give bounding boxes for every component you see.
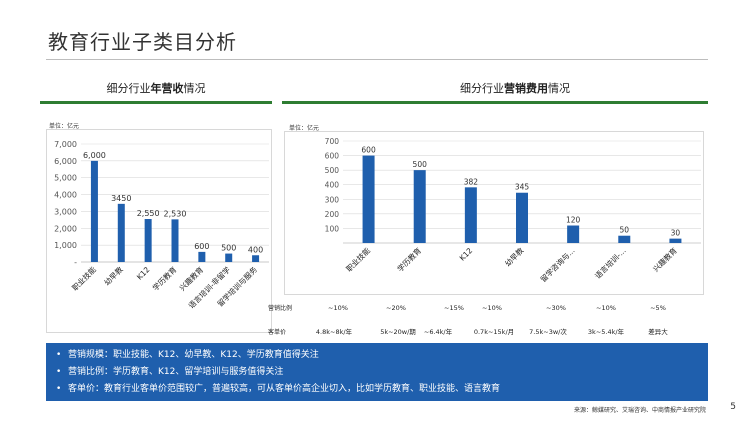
ratio-value: ~5%	[650, 304, 666, 312]
price-value: 4.8k~8k/年	[316, 327, 353, 336]
ratio-value: ~30%	[546, 304, 566, 312]
right-unit-label: 单位：亿元	[289, 125, 320, 132]
left-chart-title: 细分行业年营收情况	[46, 80, 266, 96]
y-tick-label: 300	[325, 195, 340, 204]
y-tick-label: 700	[325, 137, 340, 146]
data-label: 600	[194, 242, 209, 251]
data-label: 2,530	[164, 209, 187, 218]
bar	[516, 192, 528, 243]
data-label: 345	[515, 183, 530, 192]
bar	[413, 170, 426, 243]
price-value: ~6.4k/年	[424, 327, 453, 336]
left-title-bold: 年营收	[150, 82, 184, 95]
bar	[117, 203, 125, 262]
x-tick-label: 兴趣教育	[651, 245, 680, 274]
bullet-text: 营销比例：学历教育、K12、留学培训与服务值得关注	[68, 367, 284, 377]
y-tick-label: 100	[325, 224, 340, 233]
bar	[567, 225, 580, 243]
bullet-text: 营销规模：职业技能、K12、幼早教、K12、学历教育值得关注	[68, 350, 319, 360]
ratio-value: ~15%	[444, 304, 464, 312]
right-chart-title: 细分行业营销费用情况	[400, 80, 630, 96]
page-number: 5	[730, 402, 736, 412]
ratio-value: ~10%	[328, 304, 348, 312]
data-label: 3450	[111, 194, 131, 203]
x-tick-label: 语言培训-...	[592, 245, 627, 280]
bar	[144, 219, 152, 262]
y-tick-label: 500	[325, 166, 340, 175]
ratio-value: ~10%	[482, 304, 502, 312]
right-marketing-chart: 100 200 300 400 500 600 700 600 职业技能 500 学历教育 382 K1…	[325, 137, 701, 284]
data-label: 6,000	[83, 151, 106, 160]
bullet-item: • 营销规模：职业技能、K12、幼早教、K12、学历教育值得关注	[56, 350, 319, 360]
right-title-bold: 营销费用	[504, 82, 548, 95]
y-tick-label: 1,000	[54, 241, 77, 250]
bullet-text: 客单价：教育行业客单价范围较广，普遍较高，可从客单价高企业切入，比如学历教育、职…	[68, 384, 501, 394]
y-tick-label: 6,000	[54, 157, 77, 166]
y-tick-label: 3,000	[54, 207, 77, 216]
data-label: 50	[620, 226, 630, 235]
y-tick-label: 200	[325, 210, 340, 219]
x-tick-label: 幼早教	[502, 245, 525, 268]
data-label: 30	[671, 229, 681, 238]
left-chart-panel: 单位：亿元 - 1,000 2,000 3,000 4,000 5,000 6,000 7,0…	[46, 123, 272, 333]
x-tick-label: K12	[458, 246, 475, 263]
price-value: 0.7k~15k/月	[474, 328, 514, 336]
y-tick-label: 4,000	[54, 191, 77, 200]
price-value: 5k~20w/期	[380, 328, 416, 336]
price-value: 7.5k~3w/次	[529, 327, 567, 336]
bar	[171, 219, 179, 262]
source-note: 来源：鲸媒研究、艾瑞咨询、中商情报产业研究院	[573, 407, 706, 414]
bar	[198, 251, 206, 262]
ratio-row-label: 营销比例	[268, 304, 292, 312]
ratio-value: ~10%	[596, 304, 616, 312]
price-value: 差异大	[648, 327, 668, 336]
data-label: 2,550	[137, 209, 160, 218]
bullet-item: • 客单价：教育行业客单价范围较广，普遍较高，可从客单价高企业切入，比如学历教育、…	[56, 384, 501, 394]
y-tick-label: 7,000	[54, 140, 77, 149]
y-tick-label: -	[74, 258, 77, 267]
x-tick-label: 留学咨询与...	[538, 245, 577, 284]
data-label: 400	[248, 245, 263, 254]
data-label: 120	[566, 216, 581, 225]
right-title-prefix: 细分行业	[460, 82, 504, 95]
left-title-underline	[40, 101, 272, 104]
title-divider	[46, 59, 708, 60]
y-tick-label: 600	[325, 152, 340, 161]
y-tick-label: 5,000	[54, 174, 77, 183]
left-title-prefix: 细分行业	[106, 82, 151, 95]
data-label: 500	[413, 160, 428, 169]
x-tick-label: 职业技能	[70, 264, 99, 293]
right-title-underline	[282, 101, 708, 104]
left-title-suffix: 情况	[183, 82, 206, 95]
x-tick-label: 学历教育	[150, 264, 179, 293]
bar	[464, 187, 477, 243]
price-value: 3k~5.4k/年	[588, 327, 625, 336]
data-label: 500	[221, 244, 236, 253]
x-tick-label: 幼早教	[102, 264, 125, 287]
data-label: 600	[361, 146, 376, 155]
insight-bullets: • 营销规模：职业技能、K12、幼早教、K12、学历教育值得关注 • 营销比例：学历…	[46, 343, 708, 401]
bar	[669, 238, 682, 243]
y-tick-label: 400	[325, 181, 340, 190]
bullet-item: • 营销比例：学历教育、K12、留学培训与服务值得关注	[56, 367, 284, 377]
x-tick-label: K12	[135, 265, 152, 282]
bar	[225, 253, 233, 262]
y-tick-label: 2,000	[54, 224, 77, 233]
price-row-label: 客单价	[268, 328, 286, 336]
data-label: 382	[464, 177, 479, 186]
x-tick-label: 职业技能	[344, 245, 373, 274]
left-unit-label: 单位：亿元	[49, 123, 80, 130]
bar	[618, 235, 631, 243]
page-title: 教育行业子类目分析	[48, 30, 237, 54]
left-revenue-chart: - 1,000 2,000 3,000 4,000 5,000 6,000 7,000 6,00…	[54, 140, 269, 310]
right-chart-panel: 单位：亿元 100 200 300 400 500 600 700 600 职业技能 500 学历教…	[284, 125, 704, 295]
ratio-value: ~20%	[386, 304, 406, 312]
right-title-suffix: 情况	[548, 82, 570, 95]
x-tick-label: 学历教育	[395, 245, 424, 274]
bar	[90, 160, 98, 262]
bar	[252, 255, 260, 262]
bar	[362, 155, 375, 243]
